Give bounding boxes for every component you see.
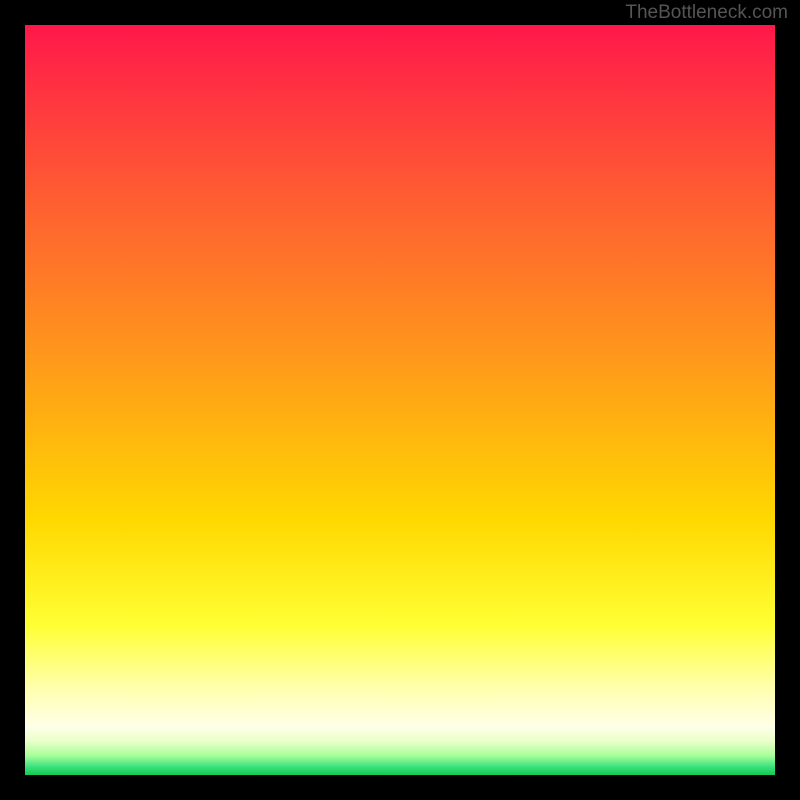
bottleneck-chart-svg: [0, 0, 800, 800]
gradient-plot-area: [25, 25, 775, 775]
watermark-text: TheBottleneck.com: [625, 2, 788, 24]
chart-frame: TheBottleneck.com: [0, 0, 800, 800]
